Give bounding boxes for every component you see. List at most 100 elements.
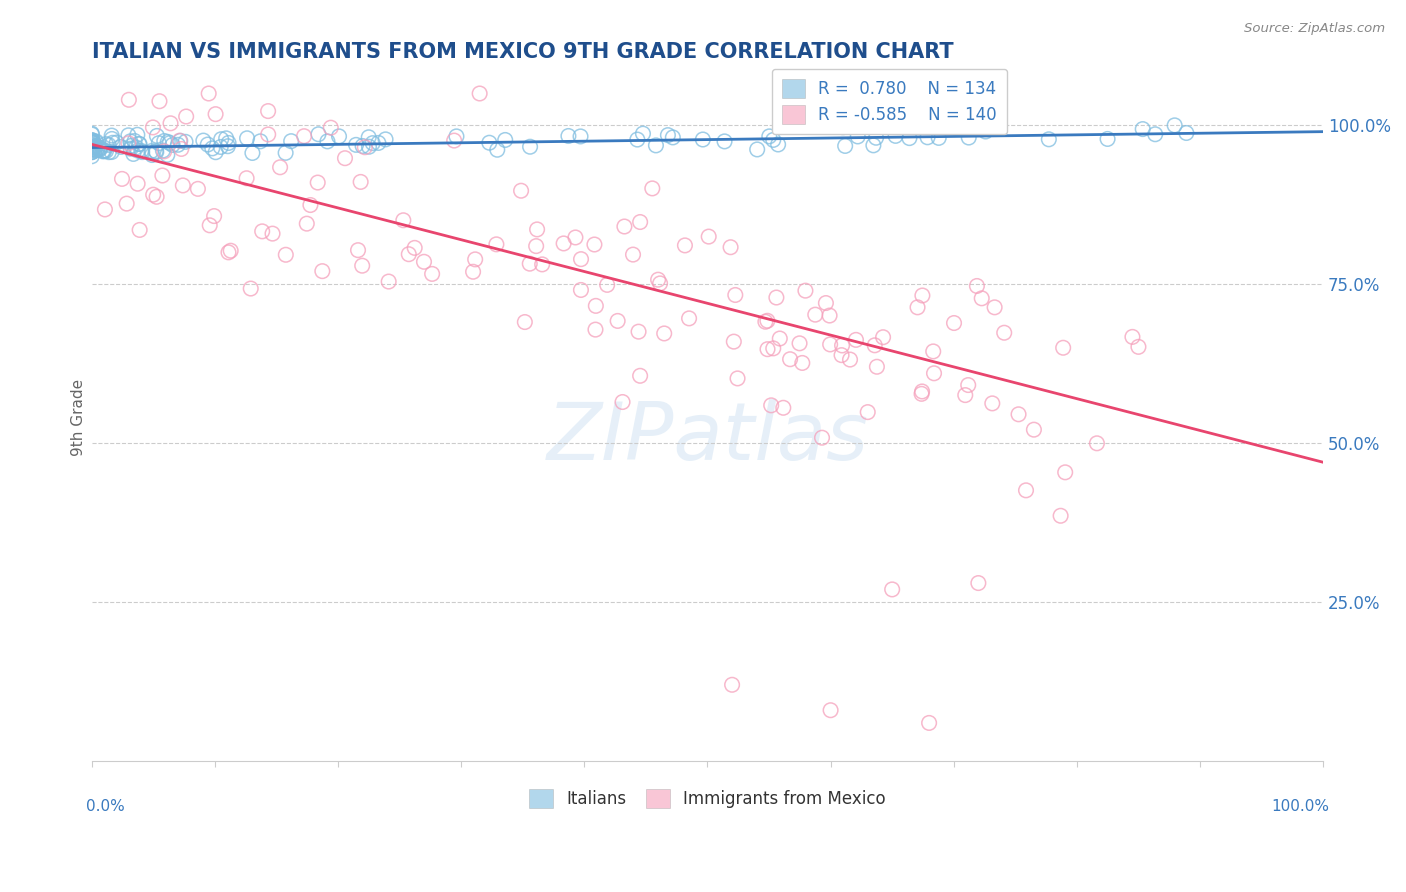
Point [152, 144, 174, 158]
Point [217, 139, 239, 153]
Point [159, 116, 181, 130]
Point [981, 396, 1004, 410]
Point [201, 141, 224, 155]
Point [80, 145, 103, 159]
Point [993, 326, 1015, 340]
Point [235, 171, 257, 186]
Point [352, 259, 374, 273]
Point [82, 136, 104, 150]
Point [117, 128, 139, 143]
Point [967, 576, 990, 591]
Point [153, 134, 176, 148]
Point [585, 299, 607, 313]
Point [142, 120, 165, 135]
Point [156, 148, 179, 162]
Point [1049, 508, 1071, 523]
Point [145, 144, 167, 158]
Point [811, 431, 834, 445]
Point [93, 145, 115, 159]
Point [89, 141, 111, 155]
Point [1128, 340, 1150, 354]
Point [80, 128, 103, 142]
Point [80, 143, 103, 157]
Point [249, 134, 271, 148]
Point [863, 338, 886, 352]
Point [818, 337, 841, 351]
Point [101, 132, 124, 146]
Point [966, 279, 988, 293]
Point [120, 142, 142, 156]
Point [494, 133, 516, 147]
Point [311, 264, 333, 278]
Point [831, 338, 853, 352]
Point [87, 140, 110, 154]
Point [328, 129, 350, 144]
Point [648, 277, 671, 291]
Point [218, 136, 240, 150]
Point [645, 138, 668, 153]
Point [678, 311, 700, 326]
Point [124, 134, 146, 148]
Point [468, 87, 491, 101]
Point [94, 144, 117, 158]
Point [84, 140, 107, 154]
Point [831, 348, 853, 362]
Point [274, 248, 297, 262]
Point [308, 127, 330, 141]
Point [697, 229, 720, 244]
Point [1175, 126, 1198, 140]
Point [357, 130, 380, 145]
Point [242, 145, 264, 160]
Point [657, 128, 679, 142]
Point [1144, 128, 1167, 142]
Point [316, 134, 339, 148]
Point [374, 132, 396, 146]
Point [866, 359, 889, 374]
Point [839, 352, 862, 367]
Point [713, 135, 735, 149]
Point [295, 217, 318, 231]
Point [292, 129, 315, 144]
Point [280, 134, 302, 148]
Point [747, 143, 769, 157]
Text: Source: ZipAtlas.com: Source: ZipAtlas.com [1244, 22, 1385, 36]
Point [101, 136, 124, 150]
Point [564, 230, 586, 244]
Point [219, 244, 242, 258]
Point [766, 137, 789, 152]
Point [762, 342, 785, 356]
Point [510, 184, 533, 198]
Point [239, 281, 262, 295]
Point [377, 275, 399, 289]
Point [526, 222, 548, 236]
Point [97, 145, 120, 160]
Point [585, 323, 607, 337]
Point [569, 129, 592, 144]
Point [613, 219, 636, 234]
Point [174, 135, 197, 149]
Point [721, 678, 744, 692]
Point [882, 582, 904, 597]
Point [628, 215, 651, 229]
Point [898, 131, 921, 145]
Point [820, 703, 842, 717]
Text: 0.0%: 0.0% [86, 799, 124, 814]
Text: ITALIAN VS IMMIGRANTS FROM MEXICO 9TH GRADE CORRELATION CHART: ITALIAN VS IMMIGRANTS FROM MEXICO 9TH GR… [91, 42, 953, 62]
Point [486, 143, 509, 157]
Point [974, 124, 997, 138]
Point [612, 395, 634, 409]
Point [84, 138, 107, 153]
Point [524, 239, 547, 253]
Point [204, 145, 226, 160]
Point [84, 139, 107, 153]
Point [80, 133, 103, 147]
Point [970, 291, 993, 305]
Point [146, 128, 169, 143]
Point [80, 145, 103, 159]
Point [82, 134, 104, 148]
Point [485, 237, 508, 252]
Point [446, 129, 468, 144]
Point [720, 240, 742, 254]
Point [236, 131, 259, 145]
Point [148, 136, 170, 150]
